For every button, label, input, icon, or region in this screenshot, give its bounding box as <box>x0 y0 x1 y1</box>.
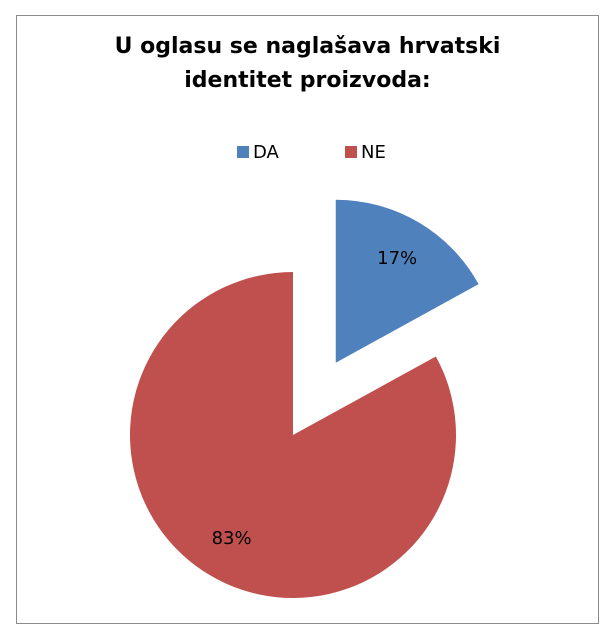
data-label: 17% <box>377 248 417 269</box>
legend-swatch <box>237 146 249 158</box>
pie-slice <box>130 272 457 598</box>
legend-label: NE <box>361 142 386 163</box>
chart-frame <box>16 15 599 624</box>
pie-slice <box>335 199 479 363</box>
chart-title: U oglasu se naglašava hrvatski identitet… <box>114 34 501 93</box>
data-label: 83% <box>212 528 252 549</box>
legend-label: DA <box>253 142 280 163</box>
legend-swatch <box>345 146 357 158</box>
